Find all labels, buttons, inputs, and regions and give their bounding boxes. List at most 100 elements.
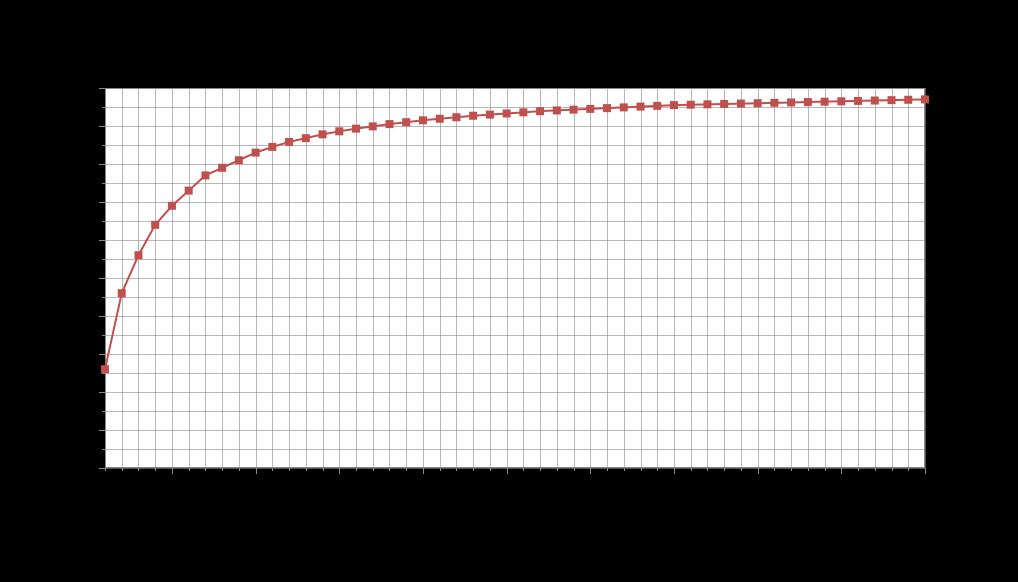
series-marker: [737, 100, 744, 107]
x-tick-minor: [155, 468, 156, 471]
series-marker: [286, 138, 293, 145]
x-tick-minor: [707, 468, 708, 471]
x-tick-major: [256, 468, 257, 474]
series-marker: [503, 110, 510, 117]
y-tick-minor: [102, 221, 105, 222]
series-marker: [537, 108, 544, 115]
series-marker: [168, 202, 175, 209]
series-marker: [202, 172, 209, 179]
series-marker: [687, 101, 694, 108]
x-tick-minor: [691, 468, 692, 471]
series-marker: [302, 135, 309, 142]
x-tick-minor: [808, 468, 809, 471]
series-marker: [587, 105, 594, 112]
y-tick-major: [99, 202, 105, 203]
y-tick-minor: [102, 449, 105, 450]
series-marker: [102, 366, 109, 373]
series-marker: [838, 98, 845, 105]
series-marker: [788, 99, 795, 106]
x-tick-minor: [607, 468, 608, 471]
x-tick-major: [674, 468, 675, 474]
series-marker: [135, 252, 142, 259]
y-tick-minor: [102, 107, 105, 108]
series-marker: [855, 97, 862, 104]
x-tick-minor: [306, 468, 307, 471]
series-marker: [922, 96, 929, 103]
x-tick-minor: [724, 468, 725, 471]
series-marker: [419, 117, 426, 124]
x-tick-major: [841, 468, 842, 474]
x-tick-major: [507, 468, 508, 474]
x-tick-minor: [138, 468, 139, 471]
y-tick-major: [99, 468, 105, 469]
series-marker: [353, 125, 360, 132]
x-tick-minor: [389, 468, 390, 471]
series-marker: [470, 112, 477, 119]
y-tick-major: [99, 164, 105, 165]
series-marker: [486, 111, 493, 118]
series-marker: [436, 115, 443, 122]
x-tick-minor: [791, 468, 792, 471]
x-tick-minor: [239, 468, 240, 471]
x-tick-major: [423, 468, 424, 474]
x-tick-minor: [323, 468, 324, 471]
series-marker: [654, 102, 661, 109]
x-tick-major: [758, 468, 759, 474]
series-marker: [704, 101, 711, 108]
x-tick-minor: [289, 468, 290, 471]
y-tick-minor: [102, 373, 105, 374]
series-marker: [118, 290, 125, 297]
series-marker: [453, 114, 460, 121]
series-marker: [604, 105, 611, 112]
x-tick-minor: [825, 468, 826, 471]
y-tick-minor: [102, 411, 105, 412]
x-tick-minor: [574, 468, 575, 471]
y-tick-major: [99, 316, 105, 317]
x-tick-major: [172, 468, 173, 474]
series-marker: [821, 98, 828, 105]
series-marker: [637, 103, 644, 110]
series-marker: [336, 128, 343, 135]
x-tick-minor: [105, 468, 106, 471]
x-tick-minor: [641, 468, 642, 471]
series-marker: [871, 97, 878, 104]
series-layer: [0, 0, 1018, 582]
x-tick-minor: [373, 468, 374, 471]
x-tick-minor: [624, 468, 625, 471]
series-marker: [620, 104, 627, 111]
y-tick-major: [99, 430, 105, 431]
y-tick-minor: [102, 297, 105, 298]
series-marker: [520, 109, 527, 116]
series-marker: [152, 221, 159, 228]
series-marker: [185, 187, 192, 194]
x-tick-minor: [490, 468, 491, 471]
x-tick-minor: [908, 468, 909, 471]
x-tick-minor: [741, 468, 742, 471]
x-tick-major: [925, 468, 926, 474]
x-tick-minor: [122, 468, 123, 471]
x-tick-minor: [272, 468, 273, 471]
series-marker: [721, 100, 728, 107]
y-tick-major: [99, 88, 105, 89]
y-tick-minor: [102, 259, 105, 260]
y-tick-minor: [102, 335, 105, 336]
x-tick-minor: [356, 468, 357, 471]
series-marker: [888, 97, 895, 104]
x-tick-minor: [858, 468, 859, 471]
x-tick-minor: [473, 468, 474, 471]
series-marker: [252, 149, 259, 156]
series-marker: [670, 102, 677, 109]
series-marker: [754, 100, 761, 107]
x-tick-minor: [540, 468, 541, 471]
x-tick-minor: [456, 468, 457, 471]
y-tick-major: [99, 278, 105, 279]
series-marker: [804, 99, 811, 106]
series-marker: [905, 96, 912, 103]
series-marker: [319, 131, 326, 138]
series-marker: [269, 143, 276, 150]
y-tick-major: [99, 240, 105, 241]
series-marker: [553, 107, 560, 114]
series-marker: [369, 123, 376, 130]
x-tick-major: [590, 468, 591, 474]
series-marker: [386, 121, 393, 128]
